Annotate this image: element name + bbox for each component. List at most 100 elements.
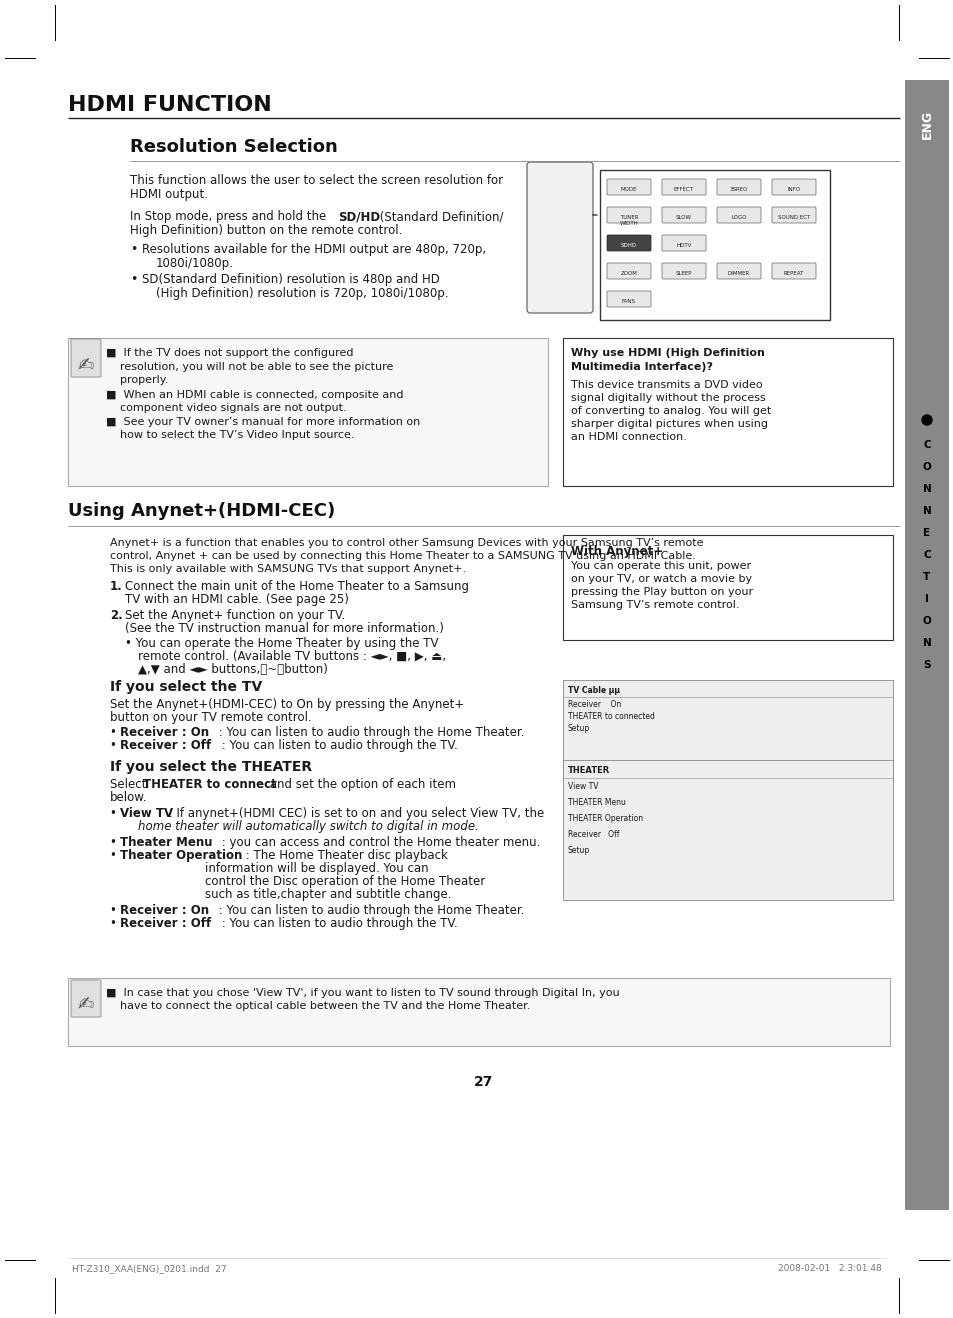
Text: 27: 27 <box>474 1075 493 1089</box>
Text: T: T <box>923 572 929 583</box>
Text: This function allows the user to select the screen resolution for: This function allows the user to select … <box>130 174 502 187</box>
Circle shape <box>921 415 931 424</box>
Bar <box>562 760 892 900</box>
Text: HDMI FUNCTION: HDMI FUNCTION <box>68 95 272 115</box>
Text: View TV: View TV <box>120 807 172 820</box>
Text: Receiver : On: Receiver : On <box>120 726 209 739</box>
Text: pressing the Play button on your: pressing the Play button on your <box>571 587 752 597</box>
Text: remote control. (Available TV buttons : ◄►, ■, ▶, ⏏,: remote control. (Available TV buttons : … <box>138 650 446 663</box>
Text: ZOOM: ZOOM <box>619 272 637 275</box>
Text: : You can listen to audio through the TV.: : You can listen to audio through the TV… <box>218 739 457 753</box>
Text: TV Cable µµ: TV Cable µµ <box>567 685 619 695</box>
Text: FANS: FANS <box>621 299 636 304</box>
Text: Resolutions available for the HDMI output are 480p, 720p,: Resolutions available for the HDMI outpu… <box>142 243 486 256</box>
Text: control the Disc operation of the Home Theater: control the Disc operation of the Home T… <box>205 875 485 888</box>
FancyBboxPatch shape <box>717 179 760 195</box>
Text: •: • <box>110 726 120 739</box>
FancyBboxPatch shape <box>717 264 760 279</box>
Text: C: C <box>923 550 930 560</box>
Text: If you select the THEATER: If you select the THEATER <box>110 760 312 774</box>
Text: Receiver : Off: Receiver : Off <box>120 917 211 931</box>
Text: ■  See your TV owner’s manual for more information on: ■ See your TV owner’s manual for more in… <box>106 416 420 427</box>
Text: SLEEP: SLEEP <box>675 272 692 275</box>
Text: EFFECT: EFFECT <box>673 187 693 192</box>
FancyBboxPatch shape <box>526 162 593 312</box>
Text: O: O <box>922 463 930 472</box>
Text: High Definition) button on the remote control.: High Definition) button on the remote co… <box>130 224 402 237</box>
Text: THEATER to connect: THEATER to connect <box>143 778 276 791</box>
Text: signal digitally without the process: signal digitally without the process <box>571 393 765 403</box>
Text: SDHD: SDHD <box>620 243 637 248</box>
Text: With Anynet+: With Anynet+ <box>571 546 662 558</box>
Bar <box>562 535 892 641</box>
FancyBboxPatch shape <box>771 179 815 195</box>
Text: Setup: Setup <box>567 846 590 855</box>
Text: •: • <box>110 807 120 820</box>
FancyBboxPatch shape <box>606 179 650 195</box>
Text: of converting to analog. You will get: of converting to analog. You will get <box>571 406 770 416</box>
Text: Receiver   Off: Receiver Off <box>567 830 618 840</box>
Text: Anynet+ is a function that enables you to control other Samsung Devices with you: Anynet+ is a function that enables you t… <box>110 538 702 548</box>
Text: 3SREO: 3SREO <box>729 187 747 192</box>
FancyBboxPatch shape <box>71 339 101 377</box>
Text: •: • <box>110 917 120 931</box>
Text: have to connect the optical cable between the TV and the Home Theater.: have to connect the optical cable betwee… <box>120 1000 530 1011</box>
Text: ■  If the TV does not support the configured: ■ If the TV does not support the configu… <box>106 348 354 358</box>
Text: Theater Menu: Theater Menu <box>120 836 213 849</box>
Text: THEATER to connected: THEATER to connected <box>567 712 654 721</box>
Text: N: N <box>922 484 930 494</box>
Bar <box>562 680 892 780</box>
FancyBboxPatch shape <box>606 291 650 307</box>
Text: View TV: View TV <box>567 782 598 791</box>
Text: I: I <box>924 594 928 604</box>
Text: how to select the TV’s Video Input source.: how to select the TV’s Video Input sourc… <box>120 430 355 440</box>
Text: 1080i/1080p.: 1080i/1080p. <box>156 257 233 270</box>
Text: O: O <box>922 616 930 626</box>
Text: N: N <box>922 506 930 517</box>
FancyBboxPatch shape <box>771 264 815 279</box>
Text: THEATER Menu: THEATER Menu <box>567 797 625 807</box>
FancyBboxPatch shape <box>71 981 101 1017</box>
Text: information will be displayed. You can: information will be displayed. You can <box>205 862 428 875</box>
Text: REPEAT: REPEAT <box>783 272 803 275</box>
Text: THEATER: THEATER <box>567 766 610 775</box>
Text: Setup: Setup <box>567 724 590 733</box>
Text: SOUND ECT: SOUND ECT <box>777 215 809 220</box>
Text: You can operate this unit, power: You can operate this unit, power <box>571 561 750 571</box>
FancyBboxPatch shape <box>606 264 650 279</box>
Text: In Stop mode, press and hold the: In Stop mode, press and hold the <box>130 210 330 223</box>
Text: This device transmits a DVD video: This device transmits a DVD video <box>571 380 761 390</box>
FancyBboxPatch shape <box>717 207 760 223</box>
Bar <box>562 337 892 486</box>
Text: 1.: 1. <box>110 580 123 593</box>
Text: DIMMER: DIMMER <box>727 272 749 275</box>
Text: ■  In case that you chose 'View TV', if you want to listen to TV sound through D: ■ In case that you chose 'View TV', if y… <box>106 988 619 998</box>
Text: Receiver    On: Receiver On <box>567 700 620 709</box>
Text: TV with an HDMI cable. (See page 25): TV with an HDMI cable. (See page 25) <box>125 593 349 606</box>
Text: This is only available with SAMSUNG TVs that support Anynet+.: This is only available with SAMSUNG TVs … <box>110 564 466 575</box>
Text: Resolution Selection: Resolution Selection <box>130 138 337 156</box>
Bar <box>68 978 889 1046</box>
Text: E: E <box>923 529 929 538</box>
Text: •: • <box>110 904 120 917</box>
Text: (High Definition) resolution is 720p, 1080i/1080p.: (High Definition) resolution is 720p, 10… <box>156 287 448 301</box>
Text: Set the Anynet+ function on your TV.: Set the Anynet+ function on your TV. <box>125 609 345 622</box>
FancyBboxPatch shape <box>771 207 815 223</box>
Text: (See the TV instruction manual for more information.): (See the TV instruction manual for more … <box>125 622 443 635</box>
Text: resolution, you will not be able to see the picture: resolution, you will not be able to see … <box>120 362 393 372</box>
Text: INFO: INFO <box>786 187 800 192</box>
Text: C: C <box>923 440 930 449</box>
Text: Receiver : On: Receiver : On <box>120 904 209 917</box>
Text: SD(Standard Definition) resolution is 480p and HD: SD(Standard Definition) resolution is 48… <box>142 273 439 286</box>
Text: Select: Select <box>110 778 150 791</box>
Text: Using Anynet+(HDMI-CEC): Using Anynet+(HDMI-CEC) <box>68 502 335 521</box>
Text: Multimedia Interface)?: Multimedia Interface)? <box>571 362 712 372</box>
Text: HDTV: HDTV <box>676 243 691 248</box>
Text: Theater Operation: Theater Operation <box>120 849 242 862</box>
Text: SLOW: SLOW <box>676 215 691 220</box>
Text: home theater will automatically switch to digital in mode.: home theater will automatically switch t… <box>138 820 478 833</box>
Text: ▲,▼ and ◄► buttons,Ⓝ~Ⓝbutton): ▲,▼ and ◄► buttons,Ⓝ~Ⓝbutton) <box>138 663 328 676</box>
Text: S: S <box>923 660 930 670</box>
Text: on your TV, or watch a movie by: on your TV, or watch a movie by <box>571 575 751 584</box>
Bar <box>904 80 948 1210</box>
